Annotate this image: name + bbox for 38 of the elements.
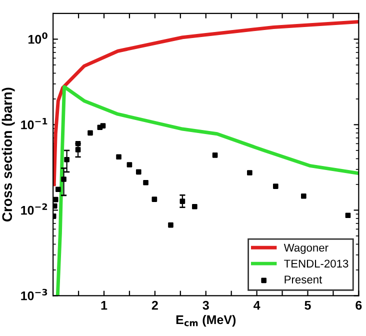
y-axis-title: Cross section (barn): [2, 88, 15, 222]
line-series: [56, 85, 359, 296]
x-tick-label: 6: [356, 300, 362, 310]
legend-label: Present: [284, 276, 322, 284]
x-tick-label: 5: [304, 301, 311, 310]
point: [75, 147, 81, 152]
point: [301, 193, 306, 199]
point: [247, 170, 252, 176]
x-tick-label: 3: [202, 300, 209, 310]
y-tick-label: 10$^{0}$: [28, 32, 48, 44]
point: [116, 154, 122, 160]
point: [56, 186, 61, 192]
point: [192, 204, 198, 210]
point: [168, 222, 174, 228]
legend-label: TENDL-2013: [284, 260, 348, 268]
point: [345, 212, 351, 218]
point: [53, 203, 58, 209]
point: [272, 184, 278, 190]
point: [100, 123, 106, 128]
y-tick-label: 10$^{−3}$: [21, 288, 48, 300]
point: [126, 162, 132, 168]
y-tick-label: 10$^{−2}$: [21, 203, 48, 215]
legend-label: Wagoner: [284, 244, 328, 254]
point: [53, 196, 58, 202]
line-series: [53, 20, 359, 186]
x-axis-title: E$_{cm}$ (MeV): [176, 314, 236, 327]
point: [143, 180, 148, 186]
point: [180, 198, 186, 204]
x-tick-label: 2: [152, 300, 158, 310]
x-tick-label: 1: [101, 301, 108, 310]
y-tick-label: 10$^{−1}$: [21, 118, 48, 130]
point: [212, 152, 218, 158]
x-tick-label: 4: [254, 301, 260, 310]
point: [61, 176, 66, 182]
point: [136, 169, 142, 175]
point: [64, 156, 70, 162]
point: [152, 196, 158, 202]
point: [88, 130, 93, 136]
